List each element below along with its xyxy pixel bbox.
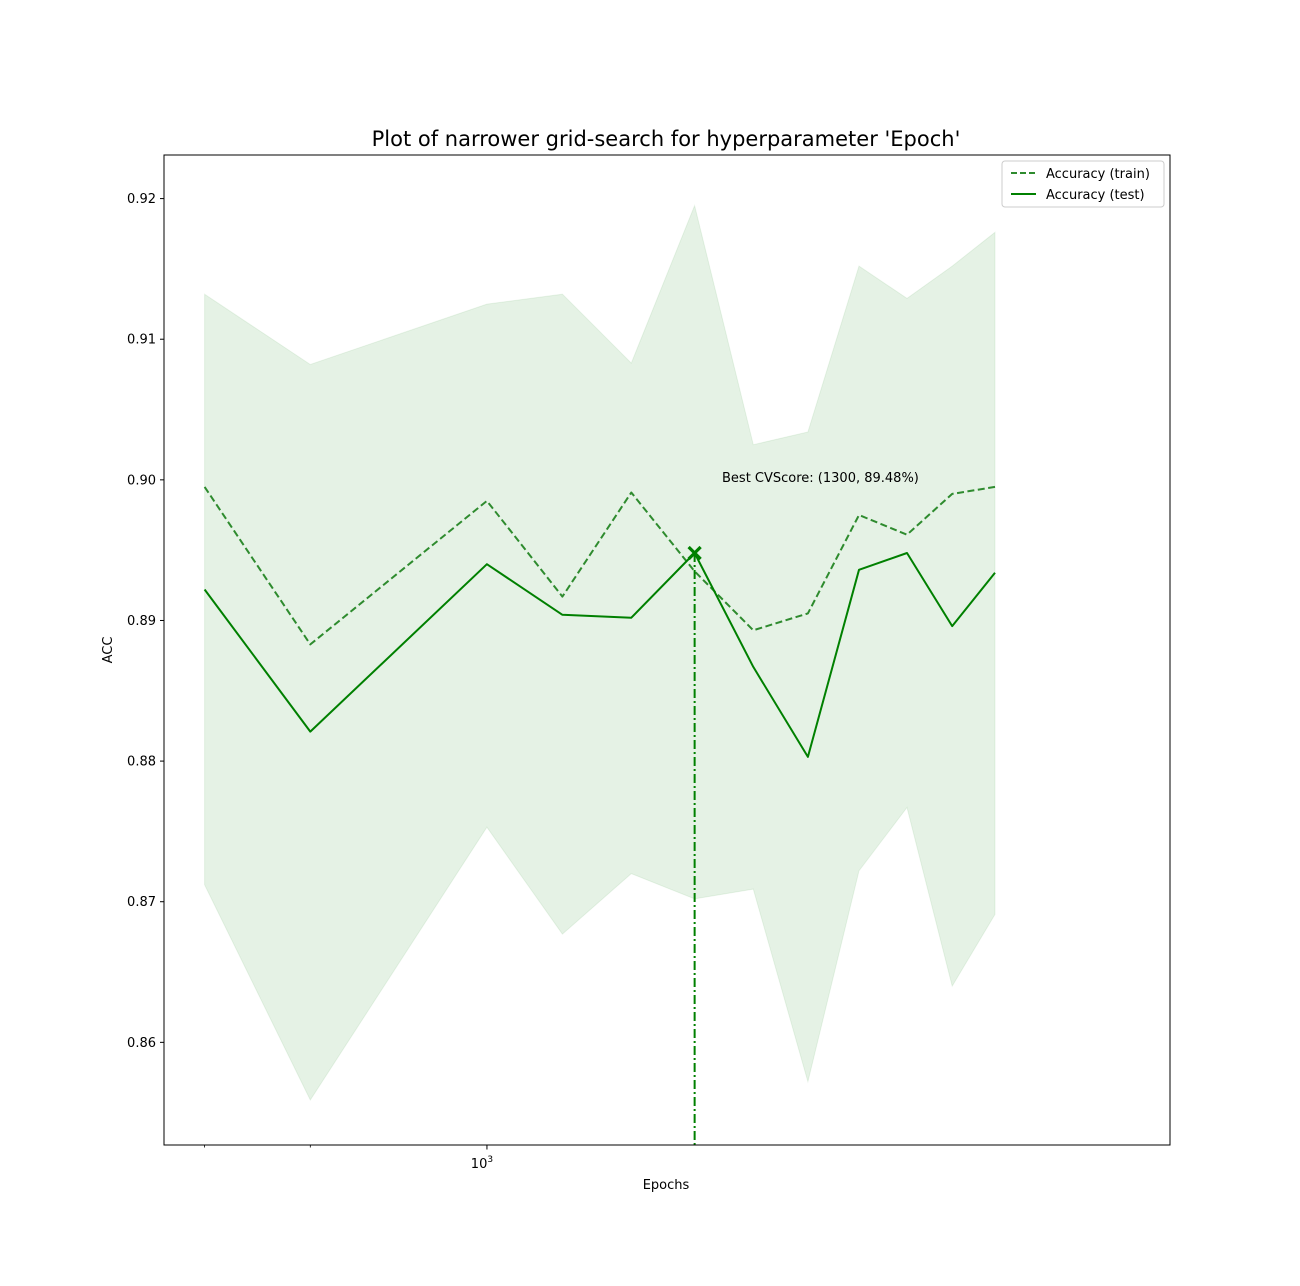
train-point-1200 [630,491,632,493]
train-point-1700 [906,534,908,536]
train-point-1100 [561,595,563,597]
x-axis-label: Epochs [643,1178,690,1193]
train-point-800 [309,643,311,645]
chart-title: Plot of narrower grid-search for hyperpa… [372,127,961,151]
legend-box [1001,160,1165,208]
test-point-800 [309,730,311,732]
train-point-1600 [858,514,860,516]
y-tick-label-0.89: 0.89 [127,614,156,629]
test-point-1700 [906,552,908,554]
train-point-1500 [807,612,809,614]
test-accuracy-line [203,552,996,758]
x-tick-label-1000: 103 [471,1155,493,1172]
y-tick-label-0.90: 0.90 [127,473,156,488]
test-point-1400 [752,666,754,668]
test-point-1800 [951,625,953,627]
test-point-1600 [858,569,860,571]
train-point-700 [203,486,205,488]
train-point-1400 [752,629,754,631]
legend: Accuracy (train) Accuracy (test) [1001,160,1165,208]
train-point-1000 [486,500,488,502]
test-point-1500 [807,756,809,758]
y-axis: 0.86 0.87 0.88 0.89 0.90 0.91 0.92 [127,192,164,1051]
accuracy-band [204,203,996,1102]
test-point-1100 [561,614,563,616]
train-accuracy-line [203,485,996,646]
train-point-1800 [951,493,953,495]
test-point-1000 [486,563,488,565]
test-point-1900 [994,572,996,574]
test-point-700 [203,588,205,590]
y-tick-label-0.87: 0.87 [127,895,156,910]
y-tick-label-0.88: 0.88 [127,755,156,770]
y-axis-label: ACC [101,637,116,664]
y-tick-label-0.91: 0.91 [127,333,156,348]
axes-frame [163,154,1171,1146]
x-axis: 103 [204,1145,493,1172]
y-tick-label-0.92: 0.92 [127,192,156,207]
test-point-1200 [630,617,632,619]
best-score-annotation: Best CVScore: (1300, 89.48%) [722,471,919,486]
x-tick-exponent: 3 [487,1155,493,1165]
best-point-marker [687,545,702,561]
train-point-1900 [994,486,996,488]
legend-train-label: Accuracy (train) [1046,167,1150,182]
y-tick-label-0.86: 0.86 [127,1036,156,1051]
legend-test-label: Accuracy (test) [1046,188,1145,203]
plot-area [203,203,996,1145]
